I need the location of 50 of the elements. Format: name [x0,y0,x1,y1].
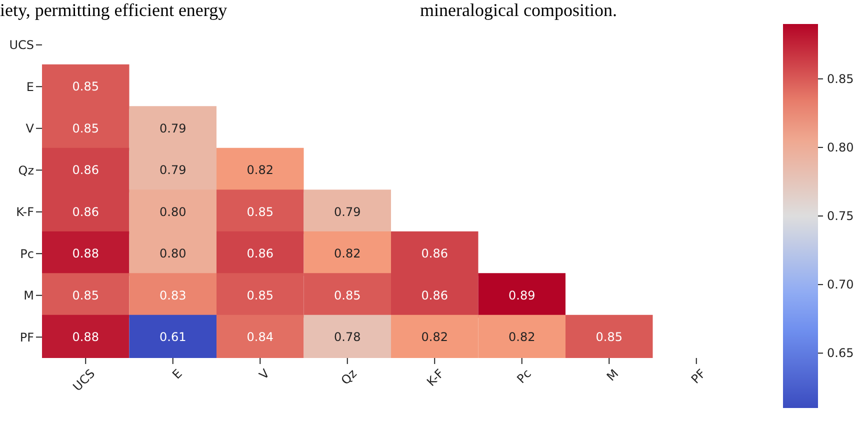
x-tick-label: V [256,366,273,382]
color-bar-label: 0.85 [827,72,854,86]
data-label: 0.86 [421,246,448,261]
y-tick-label: M [24,288,34,303]
x-tick-label: Qz [338,366,360,388]
data-label: 0.85 [72,288,99,302]
text: mineralogical composition. [420,0,617,20]
data-label: 0.85 [596,330,622,344]
data-label: 0.84 [246,330,274,344]
data-label: 0.79 [160,121,186,136]
data-label: 0.88 [72,330,99,344]
data-label: 0.79 [334,204,361,219]
color-bar-label: 0.75 [827,209,854,223]
data-label: 0.83 [160,288,186,302]
data-label: 0.86 [246,246,274,261]
data-label: 0.88 [72,246,99,261]
color-bar-label: 0.70 [827,278,854,292]
y-tick-label: Pc [20,246,34,261]
data-label: 0.82 [334,246,361,261]
x-tick-label: M [604,366,622,384]
x-tick-label: PF [688,366,708,386]
data-label: 0.82 [508,330,536,344]
data-label: 0.85 [334,288,361,302]
data-label: 0.85 [72,121,99,136]
y-tick-label: V [26,122,35,136]
data-label: 0.86 [72,204,99,219]
data-label: 0.78 [334,330,361,344]
color-bar-label: 0.80 [827,140,854,154]
data-label: 0.61 [160,330,186,344]
data-label: 0.86 [72,163,99,178]
data-label: 0.80 [160,204,186,219]
data-label: 0.82 [246,163,274,178]
data-label: 0.80 [160,246,186,261]
data-label: 0.85 [72,80,99,94]
data-label: 0.79 [160,163,186,178]
color-bar-label: 0.65 [827,346,854,360]
y-tick-label: Qz [18,163,34,178]
data-label: 0.85 [246,204,274,219]
data-label: 0.85 [246,288,274,302]
y-tick-label: K-F [16,205,34,220]
data-label: 0.89 [508,288,536,302]
x-tick-label: K-F [424,366,447,389]
data-label: 0.82 [421,330,448,344]
x-tick-label: E [170,366,185,382]
y-tick-label: PF [20,330,34,344]
text: iety, permitting efficient energy [0,0,228,20]
x-tick-label: Pc [514,366,534,386]
data-label: 0.86 [421,288,448,302]
y-tick-label: E [26,80,34,94]
y-tick-label: UCS [9,38,34,52]
